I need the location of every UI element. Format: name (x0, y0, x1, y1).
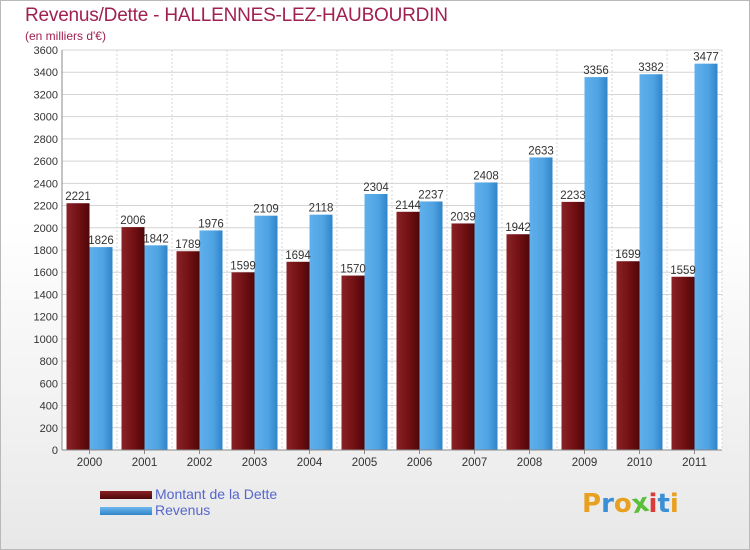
y-tick-label: 3600 (34, 45, 58, 57)
y-tick-label: 1000 (34, 334, 58, 346)
y-tick-label: 2400 (34, 178, 58, 190)
data-label: 2237 (418, 189, 444, 201)
data-label: 1559 (670, 265, 696, 277)
y-tick-label: 200 (40, 423, 58, 435)
data-label: 3477 (693, 52, 719, 64)
data-label: 1599 (230, 260, 256, 272)
data-label: 2039 (450, 211, 476, 223)
data-label: 1842 (143, 233, 169, 245)
data-label: 3382 (638, 62, 664, 74)
logo-letter: t (657, 489, 670, 519)
legend-label-revenus: Revenus (155, 502, 211, 518)
bar-revenus (364, 194, 388, 450)
bar-dette (341, 275, 365, 450)
data-label: 2144 (395, 200, 421, 212)
logo-letter: o (613, 489, 632, 519)
bar-revenus (474, 182, 498, 450)
y-tick-label: 1200 (34, 312, 58, 324)
x-tick-label: 2010 (627, 457, 653, 469)
data-label: 2109 (253, 204, 279, 216)
x-tick-label: 2006 (407, 457, 433, 469)
data-label: 3356 (583, 65, 609, 77)
y-tick-label: 2000 (34, 223, 58, 235)
bar-dette (121, 227, 145, 450)
bar-revenus (639, 74, 663, 450)
y-tick-label: 3200 (34, 89, 58, 101)
data-label: 2221 (65, 191, 91, 203)
bar-dette (451, 223, 475, 450)
data-label: 1942 (505, 222, 531, 234)
bar-dette (561, 201, 585, 450)
chart-title: Revenus/Dette - HALLENNES-LEZ-HAUBOURDIN (25, 5, 448, 26)
data-label: 1976 (198, 218, 224, 230)
legend-swatch-revenus (100, 507, 152, 515)
x-tick-label: 2007 (462, 457, 488, 469)
data-label: 1826 (88, 235, 114, 247)
bar-dette (66, 203, 90, 450)
x-tick-label: 2003 (242, 457, 268, 469)
legend-label-dette: Montant de la Dette (155, 486, 278, 502)
x-tick-label: 2000 (77, 457, 103, 469)
data-label: 2633 (528, 145, 554, 157)
bar-revenus (89, 247, 113, 450)
y-tick-label: 2800 (34, 134, 58, 146)
bar-dette (616, 261, 640, 450)
x-tick-label: 2008 (517, 457, 543, 469)
legend-swatch-dette (100, 491, 152, 499)
y-tick-label: 2200 (34, 201, 58, 213)
y-tick-label: 1400 (34, 289, 58, 301)
bar-revenus (419, 201, 443, 450)
bar-revenus (529, 157, 553, 450)
bar-revenus (199, 230, 223, 450)
logo-letter: i (669, 489, 679, 519)
logo-letter: r (601, 489, 614, 519)
bar-revenus (144, 245, 168, 450)
y-tick-label: 600 (40, 378, 58, 390)
data-label: 2118 (309, 203, 334, 215)
bar-revenus (254, 215, 278, 450)
x-tick-label: 2005 (352, 457, 378, 469)
x-tick-label: 2002 (187, 457, 213, 469)
data-label: 2233 (560, 190, 586, 202)
bar-dette (231, 272, 255, 450)
y-tick-label: 0 (52, 445, 58, 457)
y-tick-label: 1600 (34, 267, 58, 279)
data-label: 2006 (120, 215, 146, 227)
proxiti-logo: Proxiti (582, 488, 679, 520)
x-tick-label: 2009 (572, 457, 598, 469)
bar-revenus (694, 63, 718, 451)
bar-dette (671, 276, 695, 450)
data-label: 1699 (615, 249, 641, 261)
bar-dette (396, 211, 420, 450)
data-label: 1694 (285, 250, 311, 262)
data-label: 2408 (473, 170, 499, 182)
chart-subtitle: (en milliers d'€) (25, 29, 106, 43)
bar-revenus (309, 214, 333, 450)
y-tick-label: 2600 (34, 156, 58, 168)
logo-letter: i (648, 489, 658, 519)
bar-dette (286, 261, 310, 450)
y-tick-label: 3400 (34, 67, 58, 79)
y-tick-label: 800 (40, 356, 58, 368)
bar-dette (176, 251, 200, 450)
data-label: 1789 (175, 239, 201, 251)
data-label: 1570 (340, 264, 366, 276)
x-tick-label: 2001 (132, 457, 158, 469)
data-label: 2304 (363, 182, 389, 194)
bar-revenus (584, 77, 608, 450)
x-tick-label: 2004 (297, 457, 323, 469)
logo-letter: P (582, 489, 602, 519)
bar-dette (506, 234, 530, 450)
y-tick-label: 1800 (34, 245, 58, 257)
x-tick-label: 2011 (682, 457, 707, 469)
y-tick-label: 3000 (34, 112, 58, 124)
y-tick-label: 400 (40, 401, 58, 413)
